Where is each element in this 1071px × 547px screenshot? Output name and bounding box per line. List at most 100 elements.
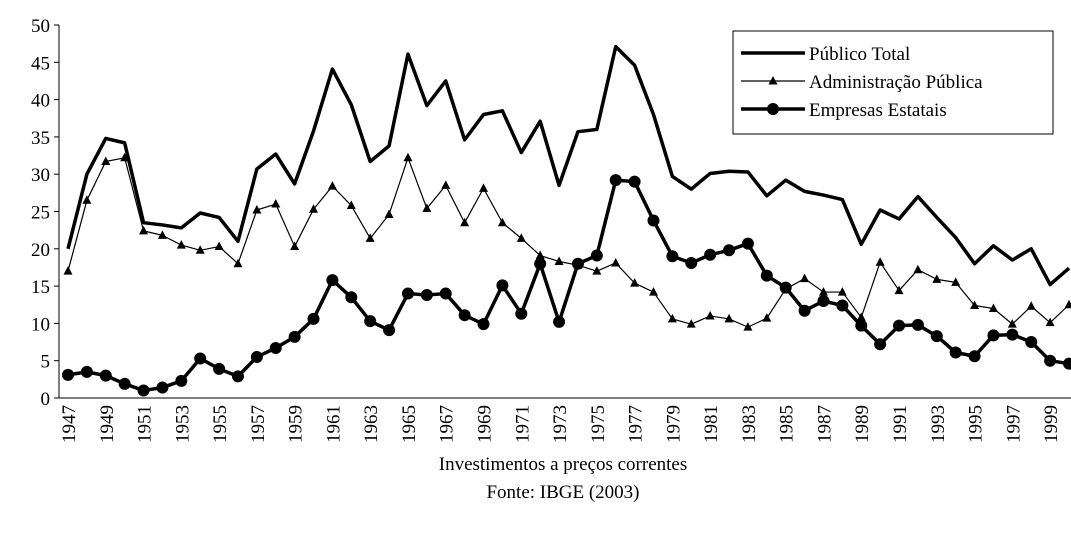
x-tick-label: 1963 [361, 405, 382, 443]
point [932, 274, 942, 283]
point [571, 257, 584, 270]
point [970, 300, 980, 309]
point [401, 287, 414, 300]
x-tick-label: 1991 [890, 405, 911, 443]
line [67, 178, 1070, 393]
x-tick-label: 1975 [588, 405, 609, 443]
point [704, 248, 717, 261]
point [309, 204, 319, 213]
x-tick-label: 1989 [852, 405, 873, 443]
point [365, 233, 375, 242]
point [497, 217, 507, 227]
point [553, 315, 566, 328]
point [515, 307, 528, 320]
point [231, 370, 244, 383]
x-tick-label: 1951 [135, 405, 156, 443]
y-tick-label: 35 [31, 128, 50, 149]
point [195, 245, 205, 254]
point [630, 278, 640, 287]
x-tick-label: 1965 [399, 405, 420, 443]
point [1026, 301, 1036, 310]
point [741, 237, 754, 250]
point [1006, 328, 1019, 341]
x-tick-label: 1981 [701, 405, 722, 443]
x-tick-label: 1977 [626, 405, 647, 443]
point [213, 362, 226, 375]
point [611, 257, 621, 267]
point [874, 338, 887, 351]
series [66, 44, 1071, 287]
point [760, 269, 773, 282]
point [458, 309, 471, 322]
point [762, 313, 772, 322]
point [460, 217, 470, 227]
point [800, 273, 810, 283]
x-tick-label: 1967 [437, 405, 458, 443]
point [326, 274, 339, 287]
point [534, 257, 547, 270]
point [175, 374, 188, 387]
point [893, 319, 906, 332]
point [288, 330, 301, 343]
legend-marker [767, 103, 779, 115]
y-tick-label: 5 [41, 352, 51, 373]
point [723, 244, 736, 257]
x-tick-label: 1973 [550, 405, 571, 443]
point [214, 241, 224, 251]
point [422, 203, 432, 213]
y-tick-label: 20 [31, 240, 50, 261]
point [743, 322, 753, 331]
point [194, 352, 207, 365]
point [855, 319, 868, 332]
point [911, 318, 924, 331]
point [647, 214, 660, 227]
x-tick-label: 1997 [1003, 405, 1024, 443]
point [496, 279, 509, 292]
point [779, 281, 792, 294]
point [345, 291, 358, 304]
x-tick-label: 1971 [512, 405, 533, 443]
point [817, 295, 830, 308]
x-tick-label: 1955 [210, 405, 231, 443]
point [913, 264, 923, 274]
point [1025, 336, 1038, 349]
point [968, 350, 981, 363]
point [685, 256, 698, 269]
y-tick-label: 25 [31, 203, 50, 224]
x-tick-label: 1999 [1041, 405, 1062, 443]
point [364, 315, 377, 328]
point [667, 313, 677, 323]
point [836, 299, 849, 312]
legend-label: Empresas Estatais [809, 100, 947, 121]
point [686, 319, 696, 328]
point [648, 287, 658, 296]
y-tick-label: 45 [31, 53, 50, 74]
point [516, 233, 526, 242]
point [479, 183, 489, 192]
point [63, 266, 73, 275]
caption: Fonte: IBGE (2003) [486, 482, 639, 503]
x-tick-label: 1985 [777, 405, 798, 443]
point [252, 205, 262, 214]
point [949, 346, 962, 359]
point [157, 230, 167, 239]
series [62, 174, 1071, 397]
y-tick-label: 0 [41, 389, 51, 410]
point [346, 200, 356, 210]
x-tick-label: 1947 [59, 405, 80, 443]
point [1007, 319, 1017, 328]
point [705, 310, 715, 320]
legend-marker [768, 76, 778, 85]
line [67, 157, 1070, 328]
point [233, 258, 243, 268]
point [590, 249, 603, 262]
point [1064, 299, 1071, 309]
point [101, 156, 111, 166]
point [62, 368, 74, 381]
point [1044, 354, 1057, 367]
point [535, 250, 545, 260]
x-tick-label: 1959 [286, 405, 307, 443]
point [628, 175, 641, 188]
point [609, 174, 622, 187]
